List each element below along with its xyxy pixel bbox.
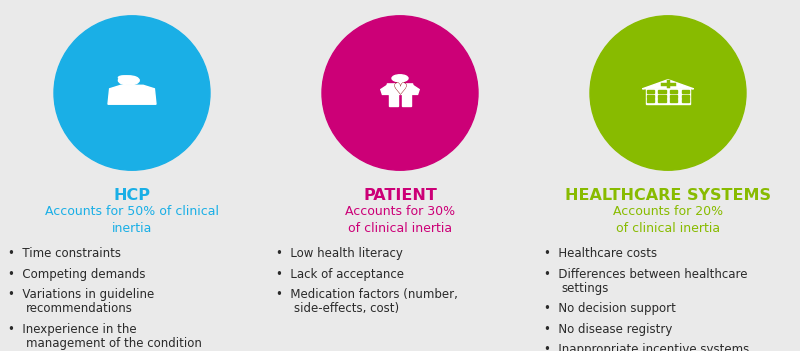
FancyBboxPatch shape — [646, 99, 654, 102]
Text: •  Inexperience in the: • Inexperience in the — [8, 323, 137, 336]
FancyBboxPatch shape — [682, 95, 689, 98]
FancyBboxPatch shape — [670, 90, 677, 93]
Text: •  Competing demands: • Competing demands — [8, 268, 146, 281]
Polygon shape — [411, 85, 419, 94]
Ellipse shape — [118, 76, 130, 79]
Text: •  Medication factors (number,: • Medication factors (number, — [276, 288, 458, 301]
Text: of clinical inertia: of clinical inertia — [348, 222, 452, 235]
Text: settings: settings — [562, 282, 609, 295]
Polygon shape — [381, 85, 389, 94]
FancyBboxPatch shape — [658, 99, 666, 102]
Text: Accounts for 20%: Accounts for 20% — [613, 205, 723, 218]
Ellipse shape — [54, 16, 210, 170]
Ellipse shape — [590, 16, 746, 170]
Text: •  Differences between healthcare: • Differences between healthcare — [544, 268, 747, 281]
Text: Accounts for 50% of clinical: Accounts for 50% of clinical — [45, 205, 219, 218]
Circle shape — [130, 94, 137, 97]
Text: side-effects, cost): side-effects, cost) — [294, 302, 398, 315]
Text: management of the condition: management of the condition — [26, 337, 202, 350]
Polygon shape — [642, 80, 694, 89]
Text: •  Time constraints: • Time constraints — [8, 247, 121, 260]
FancyBboxPatch shape — [658, 90, 666, 93]
FancyBboxPatch shape — [646, 90, 654, 93]
FancyBboxPatch shape — [646, 95, 654, 98]
Circle shape — [392, 75, 408, 82]
Text: of clinical inertia: of clinical inertia — [616, 222, 720, 235]
Text: inertia: inertia — [112, 222, 152, 235]
Text: PATIENT: PATIENT — [363, 188, 437, 203]
Text: recommendations: recommendations — [26, 302, 133, 315]
Polygon shape — [646, 89, 690, 104]
FancyBboxPatch shape — [682, 90, 689, 93]
FancyBboxPatch shape — [670, 95, 677, 98]
Polygon shape — [108, 85, 156, 104]
Ellipse shape — [322, 16, 478, 170]
FancyBboxPatch shape — [658, 95, 666, 98]
Text: •  Variations in guideline: • Variations in guideline — [8, 288, 154, 301]
Text: HEALTHCARE SYSTEMS: HEALTHCARE SYSTEMS — [565, 188, 771, 203]
Polygon shape — [387, 84, 413, 94]
Text: •  Healthcare costs: • Healthcare costs — [544, 247, 657, 260]
Text: HCP: HCP — [114, 188, 150, 203]
Text: •  Inappropriate incentive systems: • Inappropriate incentive systems — [544, 343, 750, 351]
FancyBboxPatch shape — [682, 99, 689, 102]
Text: •  Low health literacy: • Low health literacy — [276, 247, 403, 260]
Text: •  No decision support: • No decision support — [544, 302, 676, 315]
Text: •  No disease registry: • No disease registry — [544, 323, 672, 336]
FancyBboxPatch shape — [670, 99, 677, 102]
Polygon shape — [402, 94, 411, 106]
Text: Accounts for 30%: Accounts for 30% — [345, 205, 455, 218]
Polygon shape — [397, 82, 403, 84]
Polygon shape — [389, 94, 398, 106]
Text: •  Lack of acceptance: • Lack of acceptance — [276, 268, 404, 281]
Circle shape — [118, 76, 139, 85]
